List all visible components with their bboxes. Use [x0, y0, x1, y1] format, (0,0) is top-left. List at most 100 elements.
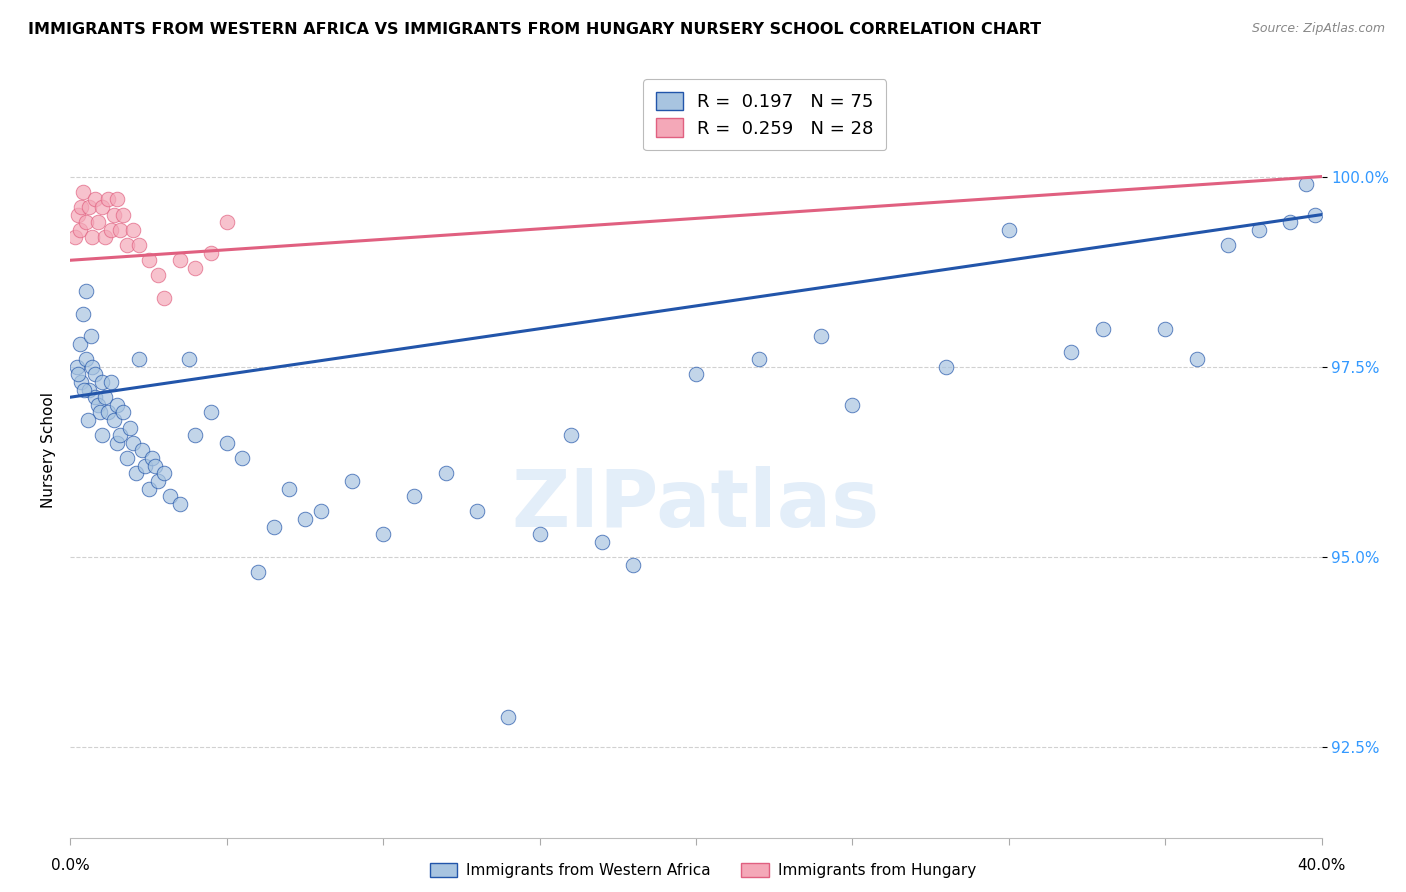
- Point: [84, 368, 107, 382]
- Point: [103, 208, 125, 222]
- Point: [93, 230, 115, 244]
- Point: [103, 413, 125, 427]
- Point: [69, 337, 91, 351]
- Point: [138, 253, 160, 268]
- Point: [159, 489, 181, 503]
- Text: 0.0%: 0.0%: [51, 858, 90, 873]
- Point: [153, 291, 176, 305]
- Point: [434, 467, 457, 481]
- Point: [179, 352, 201, 367]
- Point: [70, 200, 93, 214]
- Point: [67, 208, 90, 222]
- Point: [1279, 215, 1302, 229]
- Point: [93, 390, 115, 404]
- Point: [112, 208, 135, 222]
- Point: [263, 519, 285, 533]
- Text: Source: ZipAtlas.com: Source: ZipAtlas.com: [1251, 22, 1385, 36]
- Point: [278, 482, 301, 496]
- Point: [146, 474, 169, 488]
- Point: [146, 268, 169, 283]
- Point: [110, 428, 132, 442]
- Point: [169, 253, 191, 268]
- Point: [75, 215, 97, 229]
- Point: [309, 504, 332, 518]
- Point: [294, 512, 316, 526]
- Point: [100, 223, 122, 237]
- Point: [77, 200, 100, 214]
- Point: [998, 223, 1021, 237]
- Point: [1060, 344, 1083, 359]
- Point: [371, 527, 394, 541]
- Point: [591, 534, 613, 549]
- Point: [200, 245, 222, 260]
- Point: [75, 284, 97, 298]
- Point: [465, 504, 488, 518]
- Legend: Immigrants from Western Africa, Immigrants from Hungary: Immigrants from Western Africa, Immigran…: [423, 857, 983, 884]
- Point: [340, 474, 363, 488]
- Point: [90, 428, 112, 442]
- Point: [184, 260, 207, 275]
- Point: [72, 306, 94, 320]
- Point: [87, 398, 110, 412]
- Point: [82, 359, 104, 374]
- Point: [105, 398, 128, 412]
- Y-axis label: Nursery School: Nursery School: [41, 392, 56, 508]
- Point: [143, 458, 166, 473]
- Point: [498, 710, 520, 724]
- Point: [560, 428, 582, 442]
- Point: [105, 435, 128, 450]
- Point: [121, 435, 145, 450]
- Point: [138, 482, 160, 496]
- Point: [1305, 208, 1327, 222]
- Point: [63, 230, 86, 244]
- Point: [810, 329, 832, 343]
- Point: [200, 405, 222, 419]
- Point: [110, 223, 132, 237]
- Point: [153, 467, 176, 481]
- Point: [215, 435, 238, 450]
- Point: [65, 359, 87, 374]
- Point: [1154, 322, 1177, 336]
- Point: [125, 467, 148, 481]
- Point: [84, 390, 107, 404]
- Point: [72, 185, 94, 199]
- Point: [748, 352, 770, 367]
- Point: [121, 223, 145, 237]
- Text: 40.0%: 40.0%: [1298, 858, 1346, 873]
- Point: [82, 230, 104, 244]
- Point: [1091, 322, 1114, 336]
- Point: [75, 352, 97, 367]
- Point: [79, 329, 101, 343]
- Point: [529, 527, 551, 541]
- Point: [621, 558, 644, 572]
- Point: [131, 443, 153, 458]
- Point: [67, 368, 90, 382]
- Point: [404, 489, 426, 503]
- Point: [77, 383, 100, 397]
- Point: [231, 451, 253, 466]
- Point: [215, 215, 238, 229]
- Point: [69, 223, 91, 237]
- Point: [84, 193, 107, 207]
- Point: [90, 375, 112, 389]
- Point: [115, 451, 138, 466]
- Point: [76, 413, 98, 427]
- Point: [118, 420, 141, 434]
- Point: [184, 428, 207, 442]
- Point: [115, 238, 138, 252]
- Point: [841, 398, 863, 412]
- Point: [100, 375, 122, 389]
- Point: [73, 383, 96, 397]
- Point: [97, 405, 120, 419]
- Point: [1249, 223, 1271, 237]
- Point: [97, 193, 120, 207]
- Point: [935, 359, 957, 374]
- Point: [87, 215, 110, 229]
- Text: ZIPatlas: ZIPatlas: [512, 466, 880, 544]
- Point: [1216, 238, 1239, 252]
- Point: [685, 368, 707, 382]
- Point: [112, 405, 135, 419]
- Text: IMMIGRANTS FROM WESTERN AFRICA VS IMMIGRANTS FROM HUNGARY NURSERY SCHOOL CORRELA: IMMIGRANTS FROM WESTERN AFRICA VS IMMIGR…: [28, 22, 1042, 37]
- Point: [169, 497, 191, 511]
- Point: [1295, 177, 1317, 191]
